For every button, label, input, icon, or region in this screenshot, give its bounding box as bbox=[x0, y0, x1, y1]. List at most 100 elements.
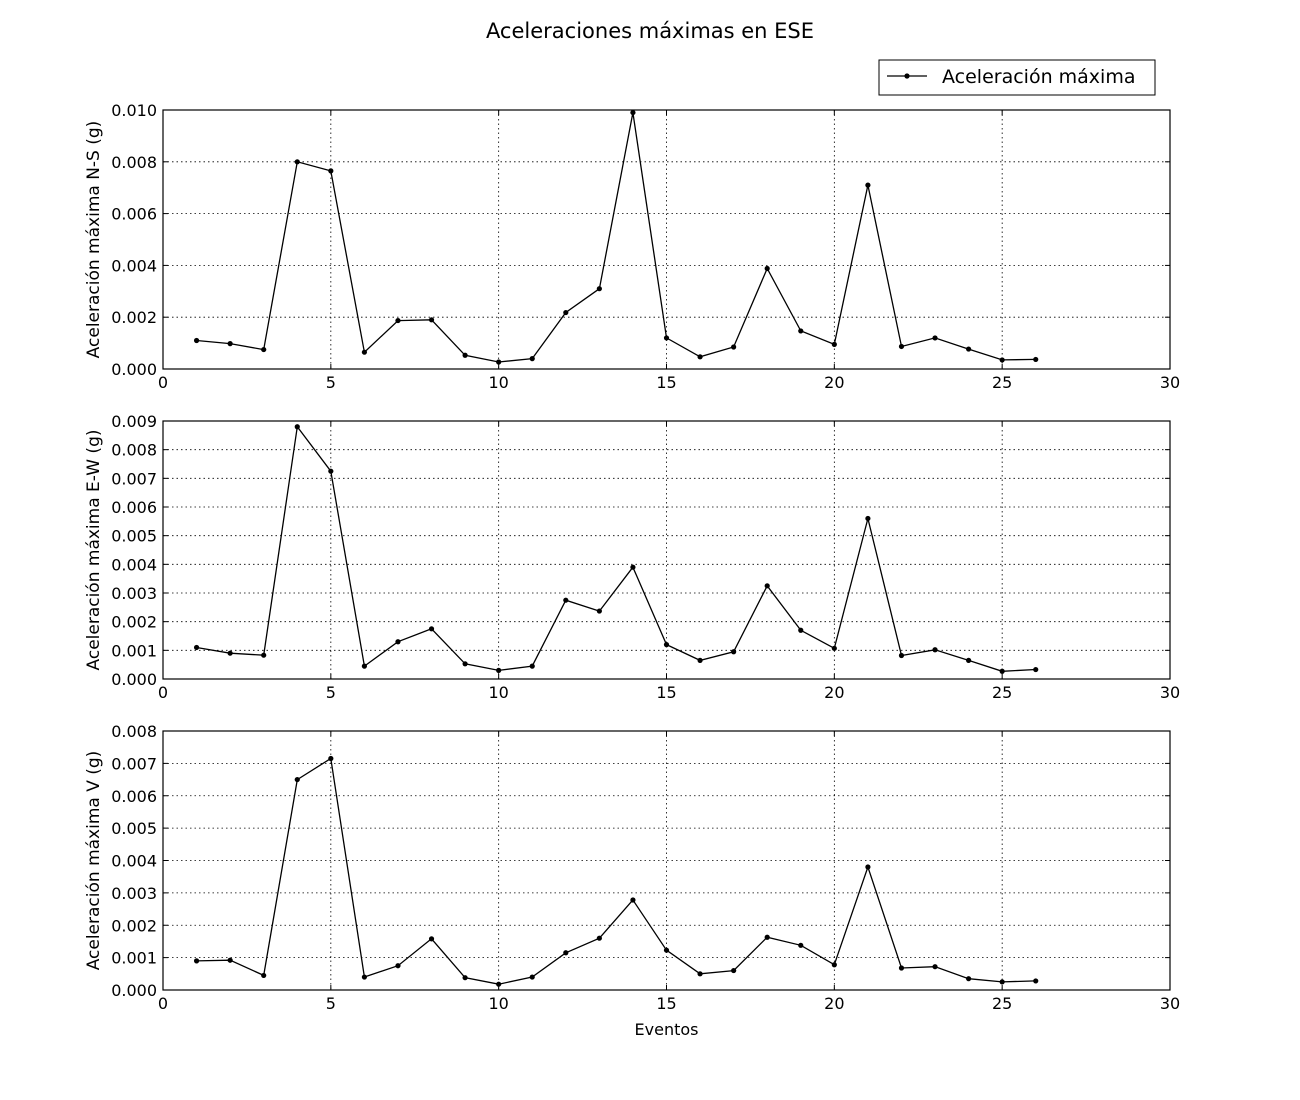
y-tick-label: 0.005 bbox=[111, 819, 157, 838]
x-tick-label: 20 bbox=[824, 994, 844, 1013]
data-point bbox=[731, 967, 737, 974]
y-axis-label: Aceleración máxima N-S (g) bbox=[84, 121, 104, 359]
x-tick-label: 0 bbox=[158, 683, 168, 702]
data-point bbox=[898, 652, 905, 659]
data-point bbox=[966, 346, 972, 352]
data-point bbox=[193, 958, 200, 964]
data-point bbox=[227, 957, 233, 963]
data-point bbox=[563, 597, 569, 603]
data-point bbox=[898, 343, 905, 350]
data-point bbox=[966, 657, 972, 663]
x-tick-label: 10 bbox=[488, 373, 508, 392]
data-point bbox=[630, 897, 636, 903]
x-tick-label: 15 bbox=[656, 994, 676, 1013]
data-point bbox=[428, 936, 435, 942]
y-tick-label: 0.002 bbox=[111, 613, 157, 632]
series-line bbox=[196, 757, 1036, 985]
x-tick-label: 25 bbox=[992, 994, 1012, 1013]
data-point bbox=[227, 650, 233, 656]
y-axis-label: Aceleración máxima E-W (g) bbox=[84, 430, 104, 671]
y-tick-label: 0.001 bbox=[111, 641, 157, 660]
y-tick-label: 0.000 bbox=[111, 981, 157, 1000]
data-point bbox=[764, 265, 770, 272]
series-line bbox=[196, 425, 1036, 672]
data-point bbox=[462, 975, 468, 981]
data-point bbox=[361, 349, 367, 355]
axes-frame bbox=[162, 730, 1171, 991]
data-point bbox=[831, 962, 837, 968]
data-point bbox=[764, 934, 770, 940]
data-point bbox=[697, 354, 703, 360]
data-point bbox=[496, 359, 502, 365]
y-tick-label: 0.004 bbox=[111, 555, 157, 574]
x-tick-label: 30 bbox=[1160, 994, 1180, 1013]
subplot-3: 0 5 10 15 20 25 30 0.000 0.001 0.002 0.003 0.004 0.0… bbox=[84, 722, 1180, 1039]
data-point bbox=[932, 964, 938, 970]
y-tick-label: 0.000 bbox=[111, 670, 157, 689]
data-point bbox=[663, 335, 670, 341]
x-tick-label: 5 bbox=[326, 994, 336, 1013]
data-point bbox=[496, 981, 502, 987]
data-point bbox=[529, 356, 535, 362]
y-tick-label: 0.008 bbox=[111, 153, 157, 172]
y-tick-label: 0.006 bbox=[111, 787, 157, 806]
data-point bbox=[596, 935, 602, 941]
data-point bbox=[361, 663, 367, 669]
subplot-2: 0 5 10 15 20 25 30 0.000 0.001 0.002 0.003 0.004 0.0… bbox=[84, 412, 1180, 702]
chart-title: Aceleraciones máximas en ESE bbox=[486, 19, 814, 43]
y-tick-label: 0.007 bbox=[111, 754, 157, 773]
x-tick-label: 15 bbox=[656, 373, 676, 392]
legend-label: Aceleración máxima bbox=[942, 66, 1135, 88]
y-tick-label: 0.008 bbox=[111, 441, 157, 460]
y-tick-label: 0.002 bbox=[111, 916, 157, 935]
data-point bbox=[731, 649, 737, 655]
data-point bbox=[831, 645, 837, 651]
y-tick-label: 0.005 bbox=[111, 527, 157, 546]
data-point bbox=[764, 583, 770, 589]
data-point bbox=[395, 317, 401, 324]
data-point bbox=[193, 644, 200, 651]
y-tick-label: 0.010 bbox=[111, 101, 157, 120]
data-point bbox=[1033, 666, 1039, 673]
data-point bbox=[395, 639, 401, 645]
x-tick-label: 25 bbox=[992, 373, 1012, 392]
data-point bbox=[361, 974, 367, 980]
y-tick-label: 0.004 bbox=[111, 256, 157, 275]
data-point bbox=[596, 608, 602, 614]
data-point bbox=[529, 974, 535, 980]
data-point bbox=[798, 942, 804, 948]
subplots: 0 5 10 15 20 25 30 0.000 0.002 0.004 0.006 0.008 0.0… bbox=[84, 101, 1180, 1039]
x-tick-label: 5 bbox=[326, 683, 336, 702]
legend-marker bbox=[904, 73, 910, 79]
data-point bbox=[798, 627, 804, 633]
data-point bbox=[261, 346, 267, 353]
x-tick-label: 20 bbox=[824, 373, 844, 392]
data-point bbox=[462, 352, 468, 358]
x-tick-label: 0 bbox=[158, 994, 168, 1013]
y-tick-label: 0.001 bbox=[111, 949, 157, 968]
x-tick-label: 30 bbox=[1160, 683, 1180, 702]
data-point bbox=[227, 341, 233, 347]
data-point bbox=[999, 979, 1005, 985]
data-point bbox=[697, 971, 703, 977]
data-point bbox=[596, 286, 602, 292]
x-tick-label: 0 bbox=[158, 373, 168, 392]
y-tick-label: 0.000 bbox=[111, 360, 157, 379]
data-point bbox=[193, 337, 200, 344]
data-point bbox=[462, 661, 468, 667]
data-point bbox=[261, 652, 267, 658]
data-point bbox=[999, 668, 1005, 674]
data-point bbox=[663, 642, 670, 648]
data-point bbox=[932, 335, 938, 341]
data-point bbox=[630, 564, 636, 570]
x-tick-label: 5 bbox=[326, 373, 336, 392]
data-point bbox=[1033, 978, 1039, 984]
data-point bbox=[496, 667, 502, 674]
axes-frame bbox=[162, 109, 1171, 370]
x-tick-label: 15 bbox=[656, 683, 676, 702]
series-line bbox=[196, 112, 1036, 363]
legend-box bbox=[878, 59, 1156, 96]
data-point bbox=[1033, 356, 1039, 363]
y-tick-label: 0.009 bbox=[111, 412, 157, 431]
data-point bbox=[663, 947, 670, 953]
